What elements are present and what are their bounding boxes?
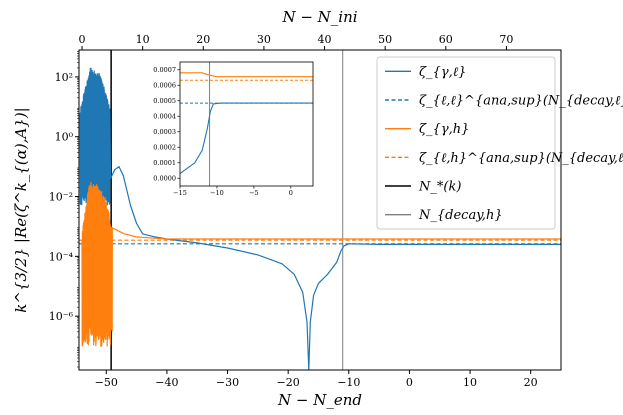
x-top-tick-label: 0: [79, 33, 86, 46]
inset-x-tick-label: −5: [249, 189, 259, 197]
y-axis-label: k^{3/2} |Re(ζ^k_{(α),A})|: [12, 107, 30, 312]
x-tick-label: −30: [216, 376, 239, 389]
x-top-tick-label: 10: [136, 33, 150, 46]
legend-label: N_*(k): [418, 180, 461, 195]
x-tick-label: 20: [524, 376, 538, 389]
legend-label: N_{decay,h}: [418, 208, 503, 223]
inset-y-tick-label: 0.0007: [153, 66, 176, 74]
x-tick-label: 0: [406, 376, 413, 389]
inset-x-tick-label: −15: [173, 189, 187, 197]
y-tick-label: 10⁻⁴: [49, 250, 74, 263]
y-tick-label: 10²: [55, 71, 73, 84]
x-top-tick-label: 40: [318, 33, 332, 46]
inset-y-tick-label: 0.0002: [153, 144, 176, 152]
x-tick-label: 10: [463, 376, 477, 389]
legend-label: ζ_{ℓ,ℓ}^{ana,sup}(N_{decay,ℓ}): [419, 94, 623, 109]
x-axis-top-label: N − N_ini: [281, 8, 357, 26]
inset-plot: −15 −10 −5 0 0.0000 0.0001 0.0002 0.0003 0.0004 0…: [153, 62, 313, 197]
x-top-tick-label: 30: [257, 33, 271, 46]
legend-label: ζ_{ℓ,h}^{ana,sup}(N_{decay,ℓ}): [419, 151, 623, 166]
x-axis-label: N − N_end: [277, 391, 362, 409]
inset-y-tick-label: 0.0006: [153, 82, 176, 90]
y-tick-label: 10⁻²: [49, 191, 73, 204]
x-tick-label: −50: [95, 376, 118, 389]
legend: ζ_{γ,ℓ} ζ_{ℓ,ℓ}^{ana,sup}(N_{decay,ℓ}) ζ_{…: [377, 57, 623, 229]
inset-y-tick-label: 0.0005: [153, 97, 176, 105]
legend-label: ζ_{γ,ℓ}: [419, 65, 466, 80]
y-tick-label: 10⁰: [55, 131, 74, 144]
legend-label: ζ_{γ,h}: [419, 122, 469, 137]
inset-x-tick-label: −10: [210, 189, 224, 197]
inset-x-tick-label: 0: [289, 189, 293, 197]
y-tick-label: 10⁻⁶: [49, 310, 74, 323]
legend-box: [377, 57, 555, 229]
inset-y-tick-label: 0.0000: [153, 175, 176, 183]
x-top-tick-label: 20: [196, 33, 210, 46]
x-top-tick-label: 70: [499, 33, 513, 46]
inset-y-tick-label: 0.0003: [153, 128, 176, 136]
x-top-tick-label: 50: [378, 33, 392, 46]
x-tick-label: −10: [337, 376, 360, 389]
inset-y-tick-label: 0.0001: [153, 159, 176, 167]
x-tick-label: −20: [277, 376, 300, 389]
x-tick-label: −40: [155, 376, 178, 389]
x-top-tick-label: 60: [439, 33, 453, 46]
inset-y-tick-label: 0.0004: [153, 113, 176, 121]
